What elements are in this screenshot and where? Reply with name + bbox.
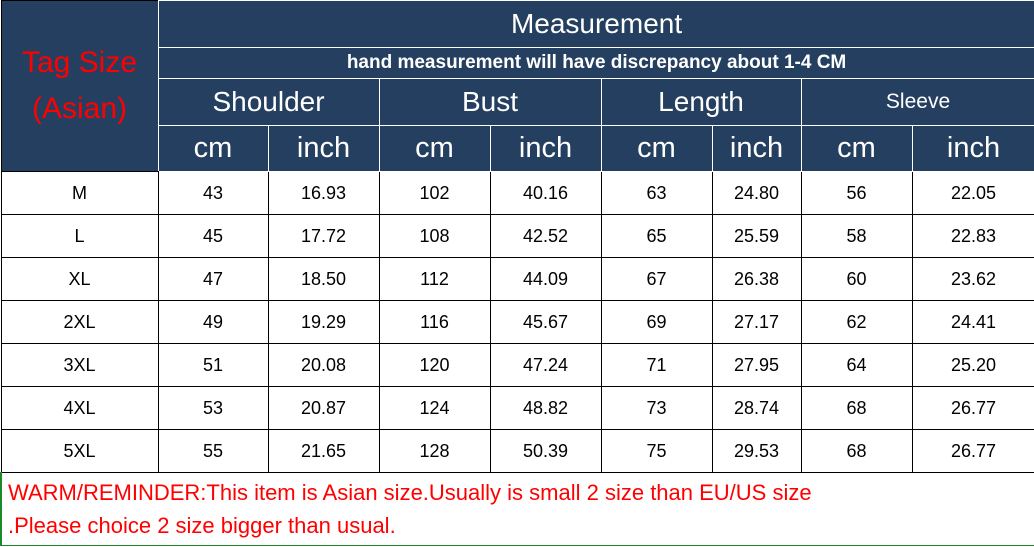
size-cell: 3XL [0,343,159,387]
measurement-cell: 29.53 [711,429,802,473]
table-row: 5XL 55 21.65 128 50.39 75 29.53 68 26.77 [0,429,1034,473]
measurement-cell: 64 [800,343,913,387]
warning-line-1: WARM/REMINDER:This item is Asian size.Us… [8,480,812,505]
measurement-cell: 43 [157,171,269,215]
measurement-cell: 25.20 [911,343,1034,387]
size-cell: 5XL [0,429,159,473]
measurement-cell: 69 [600,300,713,344]
size-warning: WARM/REMINDER:This item is Asian size.Us… [0,472,1034,546]
table-row: L 45 17.72 108 42.52 65 25.59 58 22.83 [0,214,1034,258]
unit-header-inch: inch [711,125,802,172]
unit-header-cm: cm [600,125,713,172]
measurement-cell: 22.83 [911,214,1034,258]
measurement-cell: 116 [378,300,491,344]
size-cell: XL [0,257,159,301]
measurement-cell: 63 [600,171,713,215]
measurement-cell: 71 [600,343,713,387]
measurement-cell: 53 [157,386,269,430]
measurement-cell: 75 [600,429,713,473]
measurement-cell: 51 [157,343,269,387]
tag-size-label: Tag Size [21,46,138,79]
measurement-title: Measurement [157,0,1034,48]
measurement-cell: 102 [378,171,491,215]
table-row: XL 47 18.50 112 44.09 67 26.38 60 23.62 [0,257,1034,301]
unit-header-inch: inch [489,125,602,172]
measurement-cell: 20.87 [267,386,380,430]
table-row: M 43 16.93 102 40.16 63 24.80 56 22.05 [0,171,1034,215]
measurement-cell: 60 [800,257,913,301]
unit-header-cm: cm [800,125,913,172]
measurement-cell: 120 [378,343,491,387]
measurement-cell: 20.08 [267,343,380,387]
measurement-cell: 48.82 [489,386,602,430]
size-cell: M [0,171,159,215]
measurement-cell: 26.77 [911,429,1034,473]
size-cell: L [0,214,159,258]
measurement-cell: 25.59 [711,214,802,258]
measurement-cell: 23.62 [911,257,1034,301]
group-bust: Bust [378,78,602,126]
measurement-cell: 112 [378,257,491,301]
measurement-cell: 24.80 [711,171,802,215]
tag-size-sublabel: (Asian) [31,92,128,125]
measurement-cell: 56 [800,171,913,215]
size-cell: 2XL [0,300,159,344]
measurement-cell: 26.77 [911,386,1034,430]
unit-header-cm: cm [157,125,269,172]
measurement-cell: 44.09 [489,257,602,301]
measurement-cell: 50.39 [489,429,602,473]
warning-line-2: .Please choice 2 size bigger than usual. [8,513,396,538]
measurement-cell: 47.24 [489,343,602,387]
measurement-cell: 58 [800,214,913,258]
measurement-cell: 62 [800,300,913,344]
measurement-cell: 17.72 [267,214,380,258]
measurement-cell: 55 [157,429,269,473]
measurement-cell: 27.17 [711,300,802,344]
measurement-cell: 28.74 [711,386,802,430]
unit-header-inch: inch [267,125,380,172]
measurement-cell: 108 [378,214,491,258]
measurement-cell: 67 [600,257,713,301]
group-length: Length [600,78,802,126]
measurement-cell: 45 [157,214,269,258]
measurement-cell: 24.41 [911,300,1034,344]
unit-header-cm: cm [378,125,491,172]
measurement-cell: 18.50 [267,257,380,301]
measurement-cell: 65 [600,214,713,258]
measurement-cell: 16.93 [267,171,380,215]
measurement-cell: 68 [800,386,913,430]
measurement-cell: 22.05 [911,171,1034,215]
measurement-note: hand measurement will have discrepancy a… [157,47,1034,79]
table-row: 4XL 53 20.87 124 48.82 73 28.74 68 26.77 [0,386,1034,430]
unit-header-inch: inch [911,125,1034,172]
measurement-cell: 21.65 [267,429,380,473]
measurement-cell: 27.95 [711,343,802,387]
table-row: 3XL 51 20.08 120 47.24 71 27.95 64 25.20 [0,343,1034,387]
measurement-cell: 49 [157,300,269,344]
measurement-cell: 128 [378,429,491,473]
measurement-cell: 124 [378,386,491,430]
measurement-cell: 45.67 [489,300,602,344]
measurement-cell: 73 [600,386,713,430]
measurement-cell: 68 [800,429,913,473]
table-row: 2XL 49 19.29 116 45.67 69 27.17 62 24.41 [0,300,1034,344]
measurement-cell: 26.38 [711,257,802,301]
group-shoulder: Shoulder [157,78,380,126]
measurement-cell: 47 [157,257,269,301]
measurement-cell: 19.29 [267,300,380,344]
tag-size-header: Tag Size (Asian) [0,0,159,172]
measurement-cell: 42.52 [489,214,602,258]
group-sleeve: Sleeve [800,78,1034,126]
measurement-cell: 40.16 [489,171,602,215]
size-cell: 4XL [0,386,159,430]
